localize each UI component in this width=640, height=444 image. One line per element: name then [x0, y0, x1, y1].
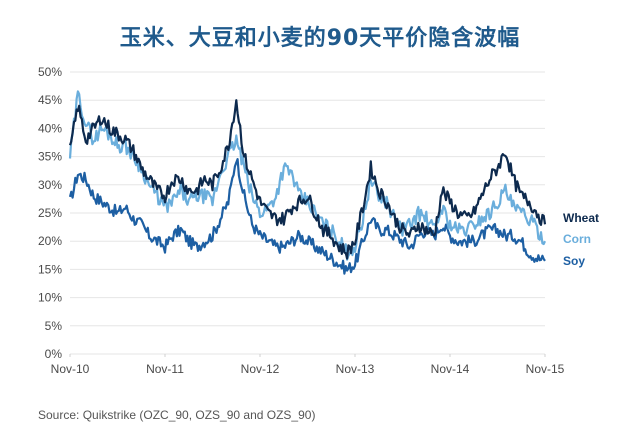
- legend: Wheat Corn Soy: [563, 211, 599, 268]
- y-axis-ticks: 0% 5% 10% 15% 20% 25% 30% 35% 40% 45% 50%: [38, 65, 62, 361]
- x-tick-label: Nov-13: [336, 362, 375, 376]
- y-tick-label: 30%: [38, 178, 62, 192]
- x-tick-label: Nov-14: [431, 362, 470, 376]
- y-tick-label: 25%: [38, 206, 62, 220]
- legend-corn: Corn: [563, 232, 591, 246]
- series-line-soy: [68, 158, 546, 275]
- chart-title: 玉米、大豆和小麦的90天平价隐含波幅: [119, 26, 521, 51]
- gridlines: [70, 71, 545, 355]
- legend-wheat: Wheat: [563, 211, 599, 225]
- x-tick-label: Nov-15: [526, 362, 565, 376]
- y-tick-label: 5%: [45, 319, 63, 333]
- series-lines: [68, 90, 547, 275]
- y-tick-label: 50%: [38, 65, 62, 79]
- x-tick-label: Nov-11: [146, 362, 184, 376]
- series-line-corn: [68, 90, 546, 261]
- y-tick-label: 20%: [38, 234, 62, 248]
- y-tick-label: 10%: [38, 291, 62, 305]
- x-tick-label: Nov-12: [241, 362, 280, 376]
- y-tick-label: 0%: [45, 347, 63, 361]
- series-line-wheat: [68, 99, 547, 260]
- x-tick-label: Nov-10: [51, 362, 90, 376]
- source-note: Source: Quikstrike (OZC_90, OZS_90 and O…: [38, 408, 316, 422]
- x-axis-ticks: Nov-10 Nov-11 Nov-12 Nov-13 Nov-14 Nov-15: [51, 354, 565, 376]
- y-tick-label: 40%: [38, 121, 62, 135]
- y-tick-label: 45%: [38, 93, 62, 107]
- y-tick-label: 15%: [38, 262, 62, 276]
- legend-soy: Soy: [563, 254, 585, 268]
- y-tick-label: 35%: [38, 150, 62, 164]
